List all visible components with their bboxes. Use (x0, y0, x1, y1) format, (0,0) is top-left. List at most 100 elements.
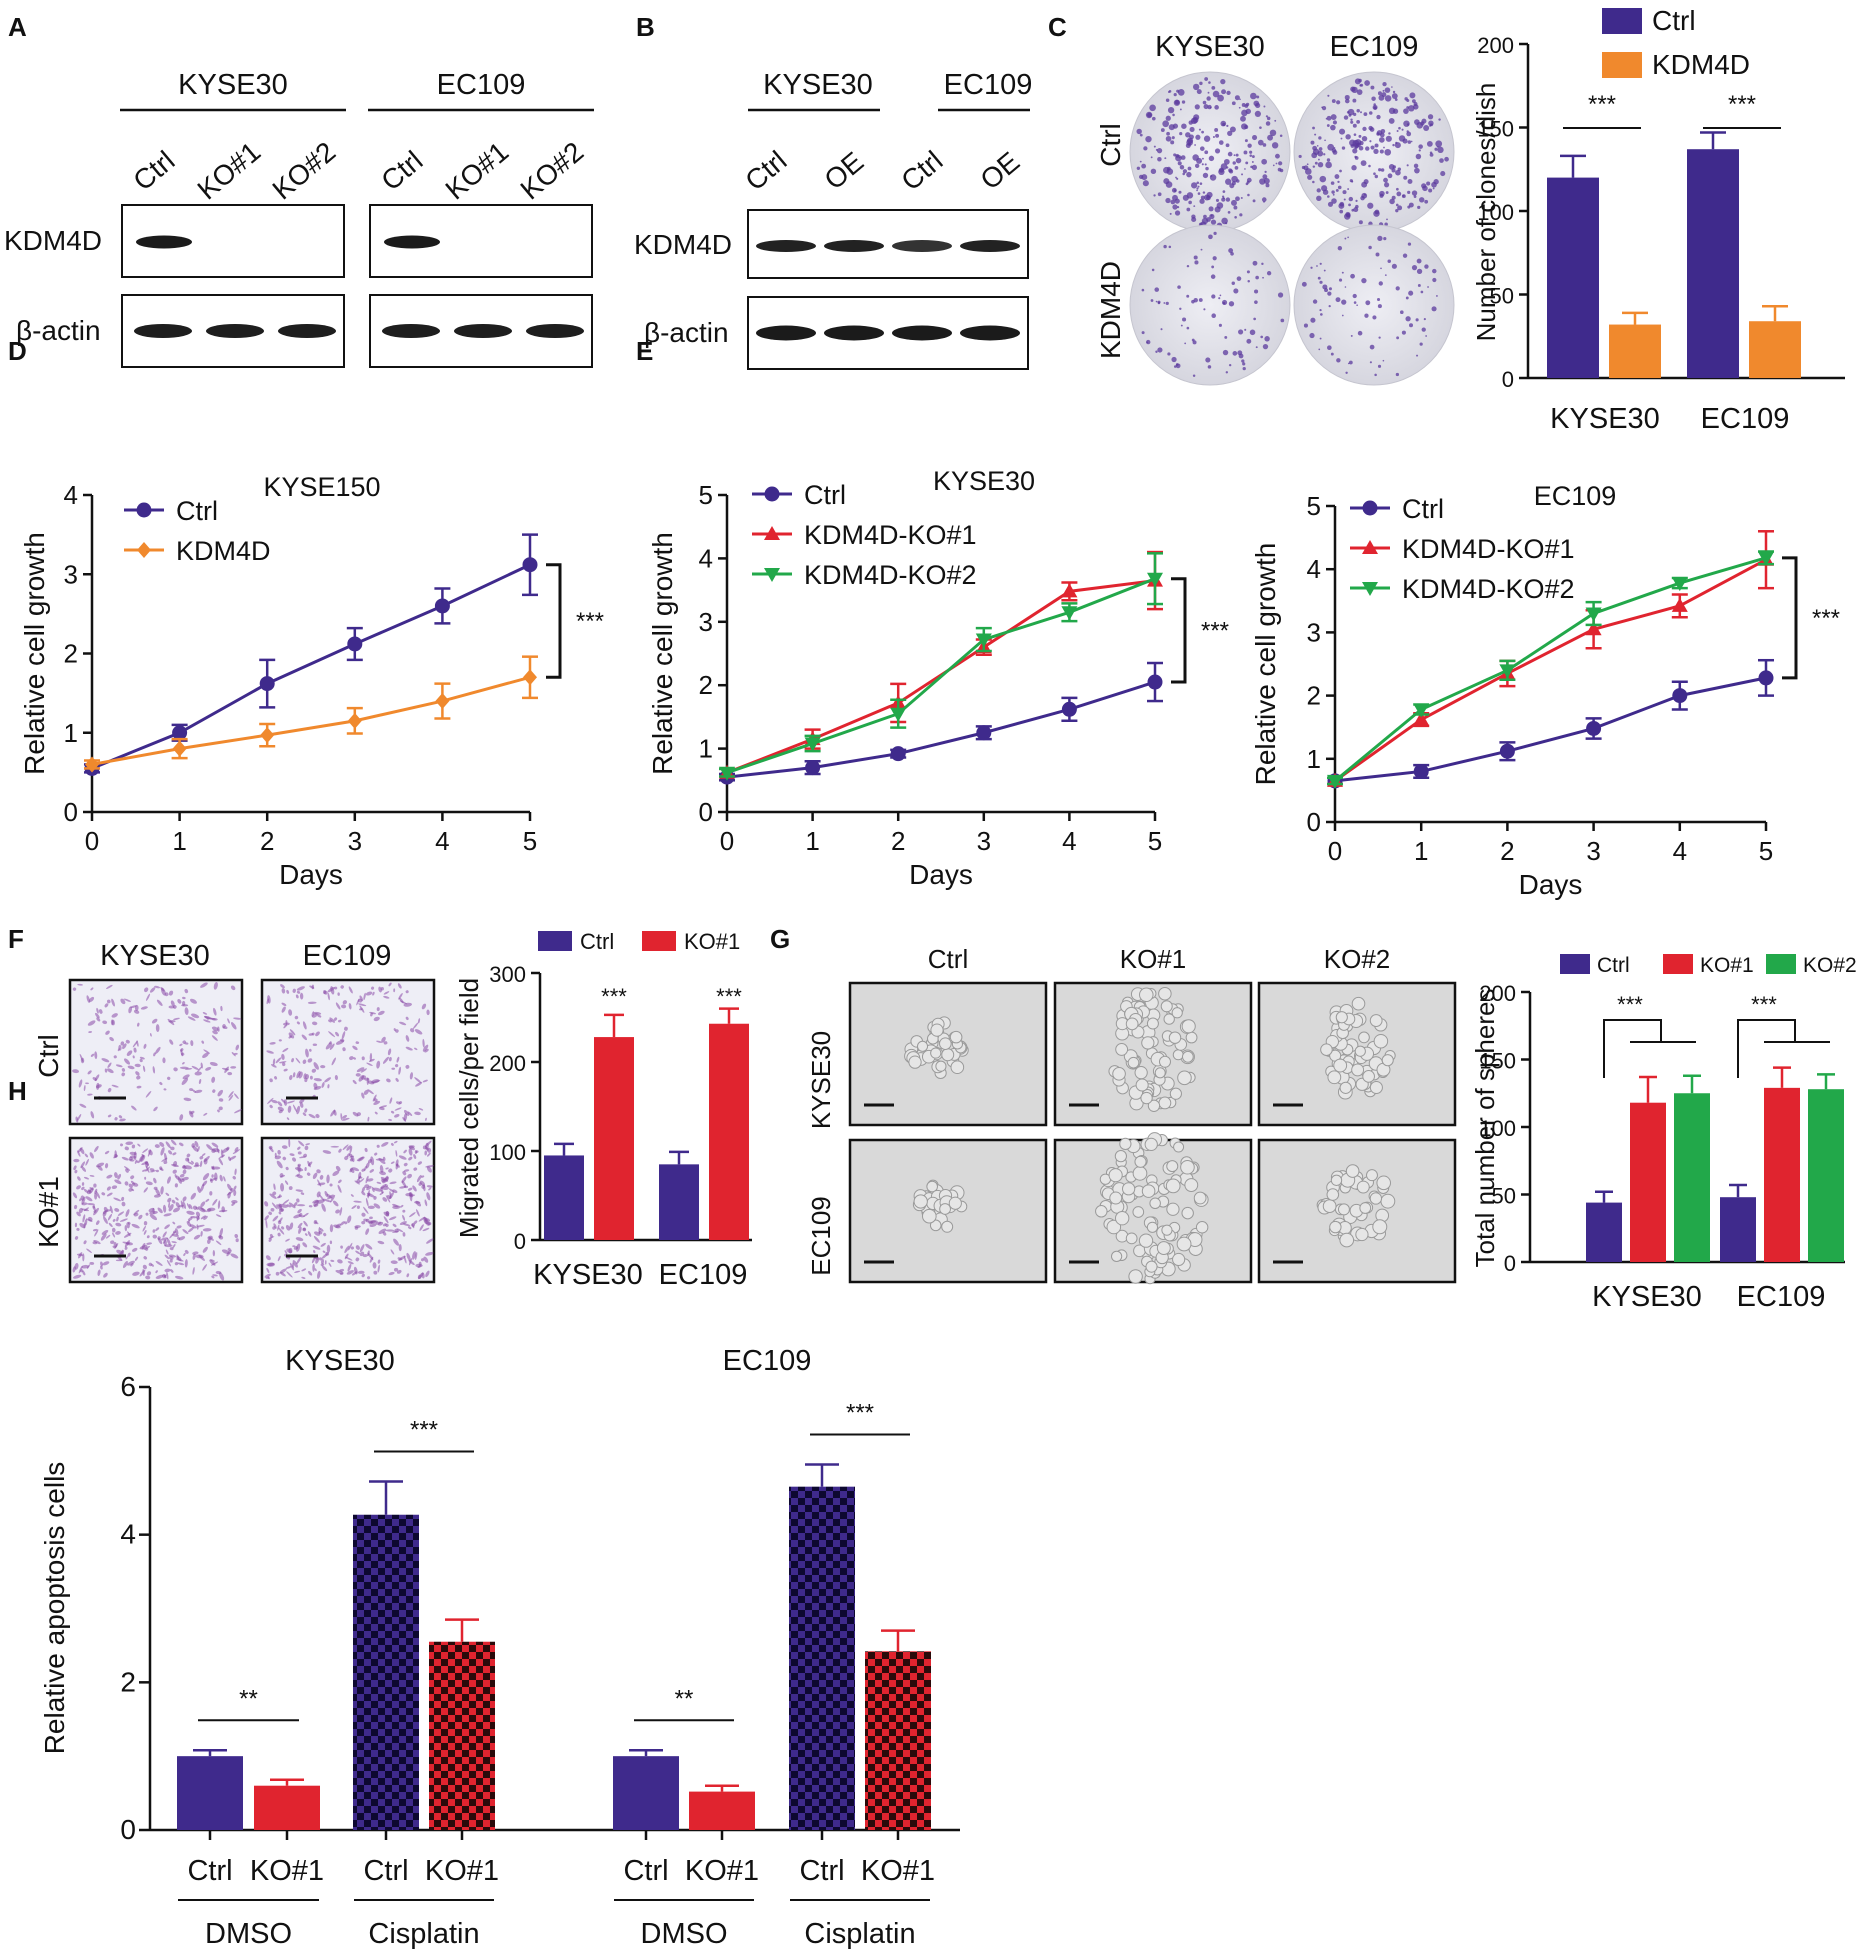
migrated-cell (212, 1166, 221, 1170)
migrated-cell (283, 1068, 288, 1072)
migrated-cell (312, 1013, 318, 1018)
migrated-cell (289, 1153, 295, 1156)
colony-dot (1235, 196, 1240, 202)
migrated-cell (172, 1221, 176, 1225)
colony-dot (1384, 87, 1391, 93)
colony-dot (1396, 130, 1399, 133)
colony-dot (1415, 318, 1419, 322)
migrated-cell (127, 1231, 131, 1237)
migrated-cell (206, 1144, 213, 1151)
colony-dot (1345, 371, 1348, 374)
sphere-cell (1181, 1019, 1196, 1034)
blot-band (756, 325, 816, 341)
significance-marker: *** (410, 1417, 438, 1444)
migrated-cell (377, 1259, 381, 1264)
migrated-cell (113, 1055, 117, 1059)
migrated-cell (367, 1089, 374, 1095)
y-tick-label: 4 (120, 1519, 136, 1550)
migrated-cell (123, 1166, 131, 1171)
migrated-cell (369, 1256, 374, 1263)
migrated-cell (320, 1065, 326, 1069)
colony-dot (1257, 139, 1264, 146)
colony-dot (1428, 120, 1434, 126)
x-tick-label: KYSE30 (1592, 1281, 1702, 1313)
migrated-cell (111, 1227, 116, 1233)
migrated-cell (390, 1260, 398, 1264)
significance-bracket (1737, 1019, 1796, 1078)
data-point (1758, 551, 1774, 566)
migrated-cell (164, 1268, 171, 1273)
colony-dot (1153, 194, 1156, 197)
migrated-cell (321, 1082, 325, 1088)
migrated-cell (312, 1245, 321, 1250)
colony-dot (1437, 146, 1439, 148)
x-tick-label: Ctrl (187, 1855, 232, 1887)
colony-dot (1202, 172, 1209, 179)
migrated-cell (89, 1152, 94, 1159)
migrated-cell (168, 1020, 176, 1023)
colony-dot (1214, 148, 1221, 154)
migrated-cell (281, 1002, 287, 1007)
migrated-cell (77, 983, 83, 986)
migrated-cell (233, 1189, 237, 1197)
colony-dot (1350, 118, 1353, 121)
migrated-cell (288, 1009, 293, 1016)
culture-dish (1293, 224, 1455, 386)
migrated-cell (85, 1218, 93, 1222)
migrated-cell (363, 1206, 369, 1215)
migrated-cell (396, 1228, 404, 1233)
blot-band (756, 240, 816, 252)
data-point (1585, 621, 1602, 636)
migrated-cell (134, 1063, 141, 1068)
colony-dot (1222, 197, 1225, 200)
colony-dot (1198, 128, 1201, 131)
y-tick-label: 0 (120, 1814, 136, 1845)
legend-label: KO#2 (1803, 954, 1857, 977)
migrated-cell (412, 1022, 419, 1029)
migrated-cell (90, 1053, 95, 1057)
sphere-cell (1110, 1250, 1123, 1263)
migrated-cell (396, 1269, 402, 1274)
colony-dot (1433, 179, 1439, 185)
migrated-cell (114, 1179, 122, 1185)
migrated-cell (398, 1066, 401, 1075)
migrated-cell (330, 1194, 336, 1203)
blot-b-lane-label: OE (818, 146, 869, 196)
sphere-cell (1114, 1211, 1130, 1226)
sphere-cell (1373, 1033, 1389, 1049)
data-point (1147, 674, 1163, 690)
colony-dot (1262, 143, 1267, 147)
migrated-cell (107, 1062, 112, 1068)
migrated-cell (296, 1105, 301, 1115)
sphere-cell (1354, 1045, 1366, 1057)
migrated-cell (192, 1267, 195, 1275)
colony-dot (1197, 192, 1201, 195)
colony-dot (1397, 205, 1403, 211)
colony-dot (1204, 77, 1209, 81)
migrated-cell (200, 1215, 206, 1220)
data-point (434, 598, 450, 614)
colony-dot (1348, 113, 1352, 117)
migrated-cell (277, 1224, 280, 1231)
data-point (1362, 582, 1378, 596)
colony-dot (1395, 286, 1400, 291)
migrated-cell (381, 1036, 386, 1043)
migrated-cell (285, 1225, 291, 1231)
colony-dot (1415, 153, 1422, 160)
colony-dot (1203, 135, 1211, 142)
migrated-cell (349, 1145, 353, 1154)
colony-dot (1225, 371, 1229, 374)
migrated-cell (149, 1033, 152, 1037)
migrated-cell (390, 1249, 395, 1255)
data-point (172, 725, 188, 741)
significance-marker: *** (576, 608, 604, 635)
sphere-cell (1112, 1066, 1126, 1081)
colony-dot (1238, 106, 1241, 109)
sphere-cell (1339, 1081, 1352, 1094)
migrated-cell (145, 1247, 149, 1251)
colony-dot (1406, 106, 1410, 109)
migrated-cell (395, 1029, 399, 1033)
panel-f-row-label: KO#1 (33, 1176, 64, 1248)
bar (789, 1486, 855, 1830)
colony-dot (1277, 292, 1284, 298)
